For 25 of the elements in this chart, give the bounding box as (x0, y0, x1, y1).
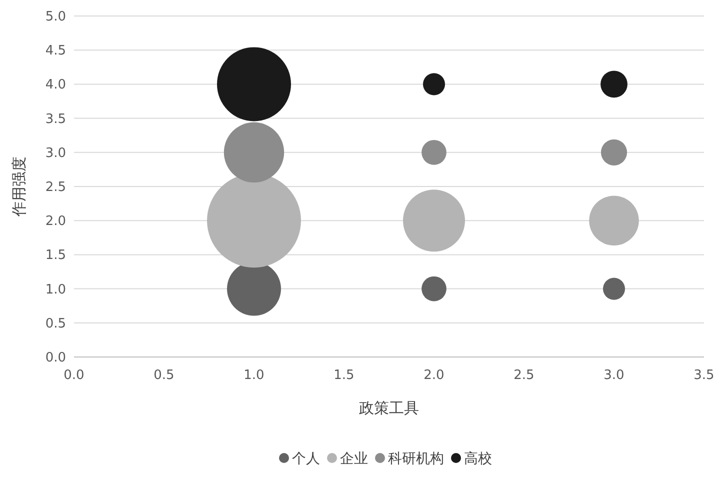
legend-label: 企业 (340, 451, 368, 467)
x-tick-label: 1.0 (244, 368, 264, 383)
x-axis-title: 政策工具 (359, 399, 419, 417)
x-tick-label: 0.5 (154, 368, 174, 383)
legend-label: 科研机构 (388, 451, 444, 467)
x-tick-label: 0.0 (64, 368, 84, 383)
x-tick-label: 3.5 (694, 368, 714, 383)
y-tick-label: 0.0 (45, 350, 66, 366)
y-tick-label: 1.5 (45, 248, 66, 264)
y-tick-label: 2.0 (45, 214, 66, 230)
y-tick-label: 4.5 (45, 44, 66, 59)
legend-label: 高校 (464, 451, 492, 467)
y-tick-label: 2.5 (45, 180, 66, 195)
x-tick-label: 2.5 (514, 368, 534, 383)
y-axis-title: 作用强度 (10, 156, 28, 218)
x-tick-label: 2.0 (424, 368, 444, 383)
x-tick-label: 3.0 (604, 368, 624, 383)
y-tick-label: 3.0 (45, 146, 66, 161)
y-tick-label: 4.0 (45, 78, 66, 93)
y-tick-label: 1.0 (45, 282, 66, 298)
y-tick-label: 5.0 (45, 10, 66, 24)
x-tick-label: 1.5 (334, 368, 354, 383)
y-tick-label: 3.5 (45, 112, 66, 127)
legend-label: 个人 (292, 451, 320, 467)
y-tick-label: 0.5 (45, 316, 66, 332)
